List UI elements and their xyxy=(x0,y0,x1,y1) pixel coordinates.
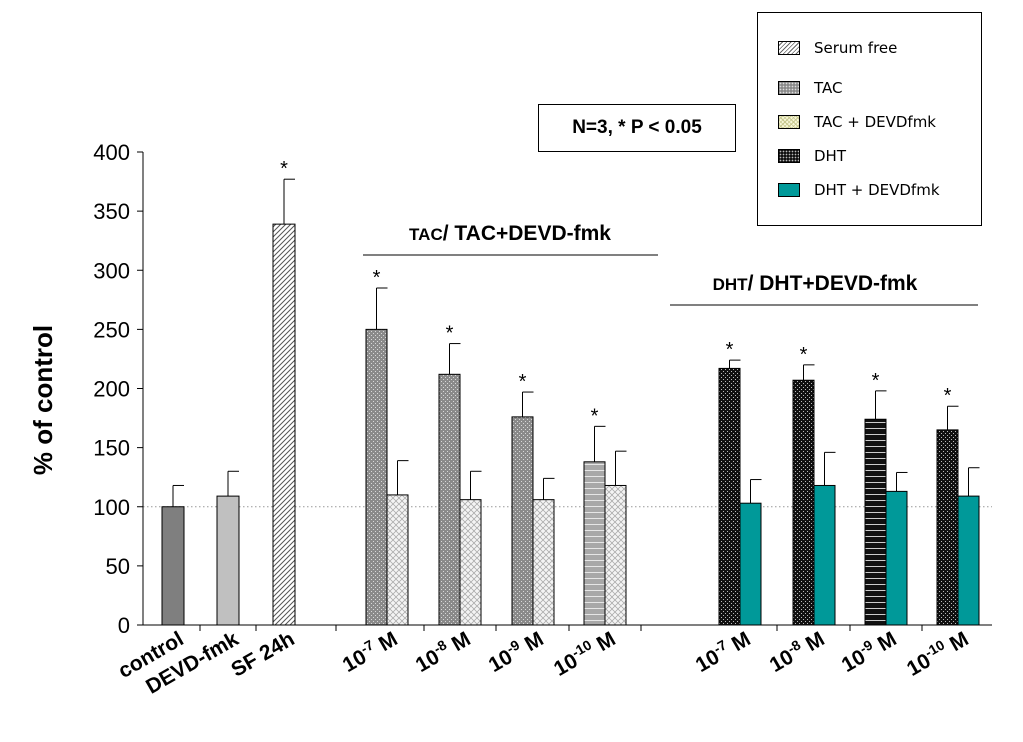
y-tick-label-100: 100 xyxy=(93,495,130,520)
bar-control-0 xyxy=(161,506,185,626)
x-tick-label-8: 10-8 M xyxy=(764,625,828,677)
bar-tac-4 xyxy=(438,373,461,626)
significance-star-17: * xyxy=(944,385,952,407)
bar-tac-3 xyxy=(365,328,388,626)
bar-tac-devdfmk-5 xyxy=(532,499,555,626)
significance-star-11: * xyxy=(726,339,734,361)
x-tick-label-10: 10-10 M xyxy=(902,625,973,681)
bar-dht-8 xyxy=(792,379,815,626)
legend-label-tac-devdfmk: TAC + DEVDfmk xyxy=(814,113,936,131)
x-tick-label-9: 10-9 M xyxy=(836,625,900,677)
bar-dht-10 xyxy=(936,429,959,626)
y-tick-label-350: 350 xyxy=(93,199,130,224)
bar-dht-devdfmk-8 xyxy=(813,484,836,626)
y-tick-label-150: 150 xyxy=(93,436,130,461)
legend-label-dht: DHT xyxy=(814,147,846,165)
bar-dht-7 xyxy=(718,367,741,626)
bar-devd-fmk-1 xyxy=(216,495,240,626)
legend: Serum free TAC TAC + DEVDfmk DHT DHT + D… xyxy=(757,12,982,226)
bar-dht-devdfmk-9 xyxy=(885,490,908,626)
bar-dht-devdfmk-10 xyxy=(957,495,980,626)
legend-swatch-tac-devdfmk xyxy=(778,115,800,129)
significance-star-5: * xyxy=(446,323,454,345)
legend-item-dht-devdfmk: DHT + DEVDfmk xyxy=(778,180,940,200)
legend-label-tac: TAC xyxy=(814,79,843,97)
significance-note: N=3, * P < 0.05 xyxy=(538,104,736,152)
bar-tac-6 xyxy=(583,461,606,626)
x-tick-label-2: SF 24h xyxy=(227,627,298,681)
y-tick-label-200: 200 xyxy=(93,377,130,402)
legend-item-dht: DHT xyxy=(778,146,846,166)
x-tick-label-4: 10-8 M xyxy=(410,625,474,677)
x-tick-label-6: 10-10 M xyxy=(549,625,620,681)
y-tick-label-400: 400 xyxy=(93,140,130,165)
legend-label-serum-free: Serum free xyxy=(814,39,898,57)
x-tick-label-5: 10-9 M xyxy=(483,625,547,677)
significance-star-13: * xyxy=(800,344,808,366)
bar-serum-free-2 xyxy=(272,223,296,626)
x-tick-label-7: 10-7 M xyxy=(690,625,754,677)
bar-dht-9 xyxy=(864,418,887,626)
bar-dht-devdfmk-7 xyxy=(739,502,762,626)
bar-tac-devdfmk-3 xyxy=(386,494,409,626)
bar-tac-devdfmk-4 xyxy=(459,499,482,626)
legend-swatch-dht xyxy=(778,149,800,163)
legend-item-tac-devdfmk: TAC + DEVDfmk xyxy=(778,112,936,132)
legend-swatch-dht-devdfmk xyxy=(778,183,800,197)
legend-label-dht-devdfmk: DHT + DEVDfmk xyxy=(814,181,940,199)
y-tick-label-250: 250 xyxy=(93,317,130,342)
significance-star-9: * xyxy=(591,405,599,427)
group-label-1: DHT/ DHT+DEVD-fmk xyxy=(713,272,918,295)
y-tick-label-300: 300 xyxy=(93,258,130,283)
significance-star-2: * xyxy=(280,158,288,180)
bar-tac-5 xyxy=(511,416,534,626)
y-axis-title: % of control xyxy=(28,325,58,475)
y-tick-label-0: 0 xyxy=(118,613,130,638)
x-tick-label-3: 10-7 M xyxy=(337,625,401,677)
significance-star-7: * xyxy=(519,371,527,393)
significance-star-15: * xyxy=(872,370,880,392)
legend-item-serum-free: Serum free xyxy=(778,38,897,58)
legend-swatch-serum-free xyxy=(778,41,800,55)
legend-item-tac: TAC xyxy=(778,78,842,98)
legend-swatch-tac xyxy=(778,81,800,95)
bar-tac-devdfmk-6 xyxy=(604,484,627,626)
y-tick-label-50: 50 xyxy=(106,554,130,579)
significance-star-3: * xyxy=(373,267,381,289)
group-label-0: TAC/ TAC+DEVD-fmk xyxy=(409,222,611,245)
